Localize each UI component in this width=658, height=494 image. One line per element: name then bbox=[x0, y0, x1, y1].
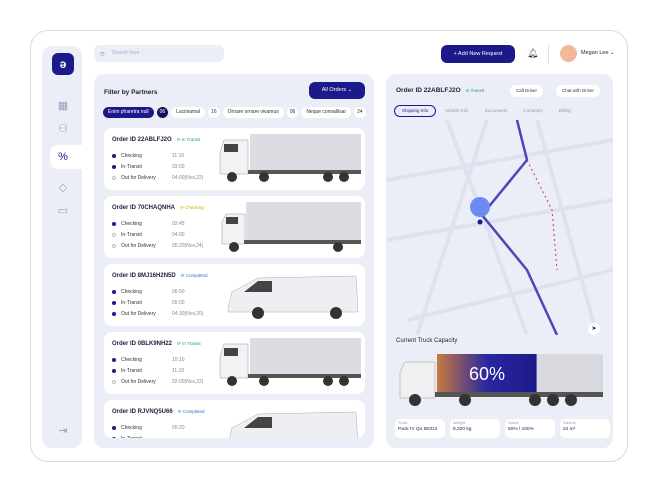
order-card[interactable]: Order ID 22ABLFJ2O ⟳ In Transit Checking 11… bbox=[104, 128, 365, 190]
capacity-title: Current Truck Capacity bbox=[396, 338, 458, 344]
step-dot bbox=[112, 289, 116, 294]
status-badge: ⟳ Completed bbox=[177, 409, 205, 414]
order-step: In-Transit 03:00 bbox=[112, 164, 185, 170]
step-dot bbox=[112, 357, 116, 362]
users-icon[interactable]: ⚇ bbox=[58, 123, 68, 135]
order-step: In-Transit 11:10 bbox=[112, 368, 184, 374]
order-card[interactable]: Order ID 70CHAQNHA ⟳ Checking Checking 02:4… bbox=[104, 196, 365, 258]
status-badge: ⟳ In Transit bbox=[177, 341, 201, 346]
percent-icon[interactable]: % bbox=[58, 151, 68, 163]
partner-chip[interactable]: Neque convallisar bbox=[301, 107, 352, 118]
status-badge: In Transit bbox=[465, 88, 485, 93]
tab-vehicle-info[interactable]: Vehicle Info bbox=[445, 108, 469, 113]
driver-avatar bbox=[470, 197, 490, 217]
logo-icon[interactable]: ə bbox=[52, 53, 74, 75]
step-dot bbox=[112, 243, 116, 248]
partner-chips: Enim pharetra null 06 Laciniamal 16 Ornare o… bbox=[103, 107, 366, 118]
order-id: Order ID 22ABLFJ2O In Transit bbox=[396, 87, 485, 94]
stat-card: Volume 24 m³ bbox=[560, 419, 610, 438]
avatar[interactable] bbox=[560, 45, 577, 62]
truck-stats: Truck Pack IV Qo 5E012 Weight 8,320 kg Space… bbox=[395, 419, 610, 438]
sidebar-item-active[interactable] bbox=[50, 145, 82, 169]
stat-card: Truck Pack IV Qo 5E012 bbox=[395, 419, 445, 438]
step-dot bbox=[112, 221, 116, 226]
tab-billing[interactable]: Billing bbox=[558, 108, 571, 113]
order-step: Out for Delivery 04:30(Nov,20) bbox=[112, 311, 203, 317]
step-dot bbox=[112, 425, 116, 430]
capacity-label: 60% bbox=[469, 364, 505, 384]
step-dot bbox=[112, 175, 116, 180]
search-input[interactable]: ○ Search here bbox=[94, 45, 224, 62]
filter-title: Filter by Partners bbox=[104, 89, 158, 96]
partner-chip[interactable]: Laciniamal bbox=[171, 107, 206, 118]
stat-card: Weight 8,320 kg bbox=[450, 419, 500, 438]
all-orders-dropdown[interactable]: All Orders ⌄ bbox=[309, 82, 365, 99]
status-badge: ⟳ Checking bbox=[180, 205, 204, 210]
step-dot bbox=[112, 436, 116, 438]
capacity-fill bbox=[437, 354, 537, 392]
navigate-icon[interactable]: ➤ bbox=[588, 323, 600, 335]
order-card[interactable]: Order ID RJVNQ5U66 ⟳ Completed Checking 05:… bbox=[104, 400, 365, 438]
grid-icon[interactable]: ▦ bbox=[57, 100, 69, 112]
step-dot bbox=[112, 379, 116, 384]
tab-company[interactable]: Company bbox=[523, 108, 543, 113]
order-step: Out for Delivery 02:00(Nov,22) bbox=[112, 379, 203, 385]
status-badge: ⟳ In Transit bbox=[176, 137, 201, 142]
partner-chip[interactable]: Enim pharetra null bbox=[103, 107, 154, 118]
step-dot bbox=[112, 300, 116, 305]
tab-documents[interactable]: Documents bbox=[484, 108, 508, 113]
step-dot bbox=[112, 164, 116, 169]
semi-truck-image bbox=[219, 134, 361, 182]
logout-icon[interactable]: ⇥ bbox=[58, 425, 68, 437]
order-step: Out for Delivery 05:20(Nov,24) bbox=[112, 243, 203, 249]
bell-icon[interactable]: 🔔︎ bbox=[527, 48, 539, 58]
step-dot bbox=[112, 232, 116, 237]
detail-tabs: Shipping Info Vehicle Info Documents Compan… bbox=[394, 105, 578, 117]
van-image bbox=[227, 275, 359, 319]
order-step: Checking 05:20 bbox=[112, 425, 185, 431]
order-step: Checking 06:50 bbox=[112, 289, 185, 295]
tab-shipping-info[interactable]: Shipping Info bbox=[394, 105, 437, 117]
order-step: Checking 10:10 bbox=[112, 357, 185, 363]
call-driver-button[interactable]: Call Driver bbox=[510, 85, 544, 97]
partner-chip[interactable]: Ornare ornare vivamus bbox=[222, 107, 284, 118]
chat-driver-button[interactable]: Chat with Driver bbox=[556, 85, 601, 97]
order-step: In-Transit 04:00 bbox=[112, 232, 185, 238]
order-card[interactable]: Order ID 0BLK9NH22 ⟳ In Transit Checking 10… bbox=[104, 332, 365, 394]
partner-count: 24 bbox=[354, 107, 366, 118]
order-step: In-Transit 05:00 bbox=[112, 300, 185, 306]
order-card[interactable]: Order ID 8MJ16H2N5D ⟳ Completed Checking 06… bbox=[104, 264, 365, 326]
divider bbox=[548, 45, 549, 63]
search-icon: ○ bbox=[100, 49, 105, 58]
step-dot bbox=[112, 368, 116, 373]
order-step: Checking 02:45 bbox=[112, 221, 185, 227]
partner-count: 06 bbox=[156, 107, 169, 118]
box-truck-image bbox=[221, 202, 361, 252]
user-menu[interactable]: Megan Lee ⌄ bbox=[581, 50, 615, 56]
tag-icon[interactable]: ◇ bbox=[58, 182, 68, 194]
step-dot bbox=[112, 311, 116, 316]
order-step: Out for Delivery 04:00(Nov,22) bbox=[112, 175, 203, 181]
partner-count: 06 bbox=[286, 107, 299, 118]
van-image bbox=[229, 411, 358, 438]
stat-card: Space 60% / 100% bbox=[505, 419, 555, 438]
inbox-icon[interactable]: ▭ bbox=[57, 205, 69, 217]
semi-truck-image bbox=[219, 338, 361, 386]
capacity-truck: 60% bbox=[399, 354, 603, 406]
partner-count: 16 bbox=[208, 107, 220, 118]
order-step: In-Transit bbox=[112, 436, 142, 438]
add-request-button[interactable]: + Add New Request bbox=[441, 45, 515, 63]
sidebar bbox=[42, 46, 82, 448]
status-badge: ⟳ Completed bbox=[180, 273, 208, 278]
route-map bbox=[387, 120, 613, 335]
order-step: Checking 11:10 bbox=[112, 153, 184, 159]
step-dot bbox=[112, 153, 116, 158]
